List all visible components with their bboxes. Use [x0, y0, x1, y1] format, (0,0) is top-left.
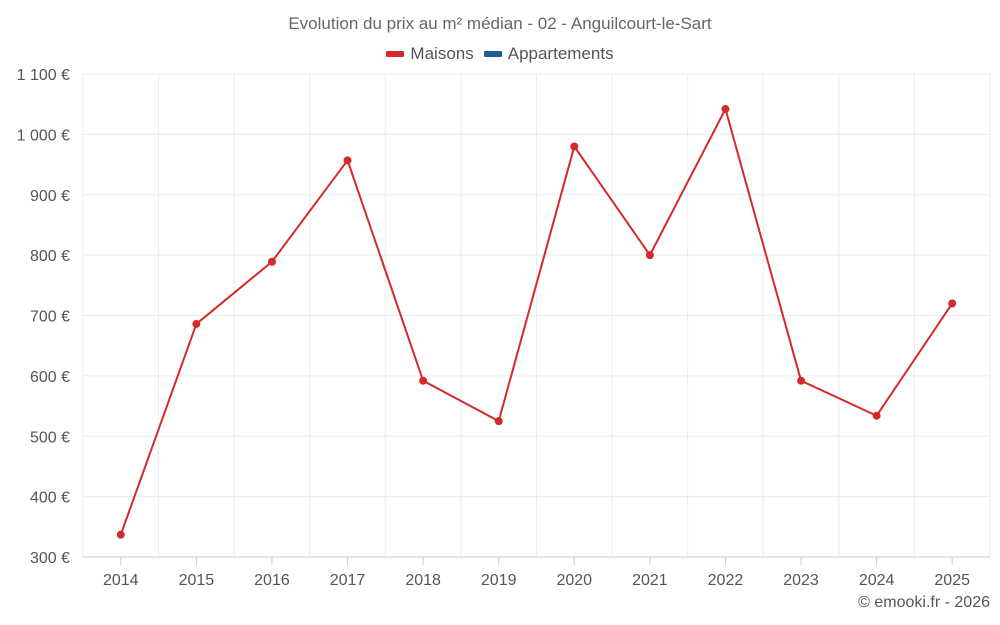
y-tick-label: 1 100 €	[17, 67, 70, 84]
data-point-maisons-2024[interactable]	[872, 411, 881, 420]
y-tick-label: 1 000 €	[17, 127, 70, 144]
legend-label-maisons: Maisons	[410, 44, 474, 63]
x-tick-label: 2019	[481, 572, 517, 589]
data-point-maisons-2023[interactable]	[797, 376, 806, 385]
credit-text: © emooki.fr - 2026	[858, 594, 990, 611]
x-tick-label: 2021	[632, 572, 668, 589]
legend-entry-maisons[interactable]: Maisons	[386, 44, 474, 64]
y-tick-label: 300 €	[30, 550, 70, 567]
chart-title: Evolution du prix au m² médian - 02 - An…	[288, 14, 712, 33]
series-line-maisons	[119, 108, 954, 535]
data-point-maisons-2019[interactable]	[494, 417, 503, 426]
data-point-maisons-2017[interactable]	[343, 156, 352, 165]
x-tick-label: 2022	[708, 572, 744, 589]
x-tick-label: 2024	[859, 572, 895, 589]
x-tick-label: 2015	[179, 572, 215, 589]
data-point-maisons-2020[interactable]	[570, 142, 579, 151]
x-tick-label: 2018	[405, 572, 441, 589]
x-tick-label: 2016	[254, 572, 290, 589]
data-point-maisons-2021[interactable]	[645, 251, 654, 260]
y-tick-label: 500 €	[30, 429, 70, 446]
legend-entry-appartements[interactable]: Appartements	[483, 44, 614, 64]
series-maisons	[116, 105, 957, 539]
x-tick-label: 2023	[783, 572, 819, 589]
legend: Maisons Appartements	[0, 44, 1000, 64]
data-point-maisons-2016[interactable]	[267, 257, 276, 266]
legend-label-appartements: Appartements	[507, 44, 614, 63]
data-point-maisons-2022[interactable]	[721, 105, 730, 114]
data-point-maisons-2014[interactable]	[116, 530, 125, 539]
grid-lines	[82, 73, 991, 558]
y-tick-label: 700 €	[30, 309, 70, 326]
y-tick-label: 400 €	[30, 490, 70, 507]
y-tick-label: 800 €	[30, 248, 70, 265]
legend-swatch-maisons	[386, 51, 405, 57]
x-tick-label: 2020	[556, 572, 592, 589]
x-tick-label: 2014	[103, 572, 139, 589]
legend-swatch-appartements	[483, 51, 502, 57]
x-tick-label: 2017	[330, 572, 366, 589]
axes: 300 € 400 € 500 € 600 € 700 € 800 € 900 € 1 000…	[17, 67, 990, 589]
data-point-maisons-2015[interactable]	[192, 319, 201, 328]
data-point-maisons-2025[interactable]	[948, 299, 957, 308]
data-point-maisons-2018[interactable]	[419, 376, 428, 385]
y-tick-label: 900 €	[30, 188, 70, 205]
y-tick-label: 600 €	[30, 369, 70, 386]
x-tick-label: 2025	[934, 572, 970, 589]
